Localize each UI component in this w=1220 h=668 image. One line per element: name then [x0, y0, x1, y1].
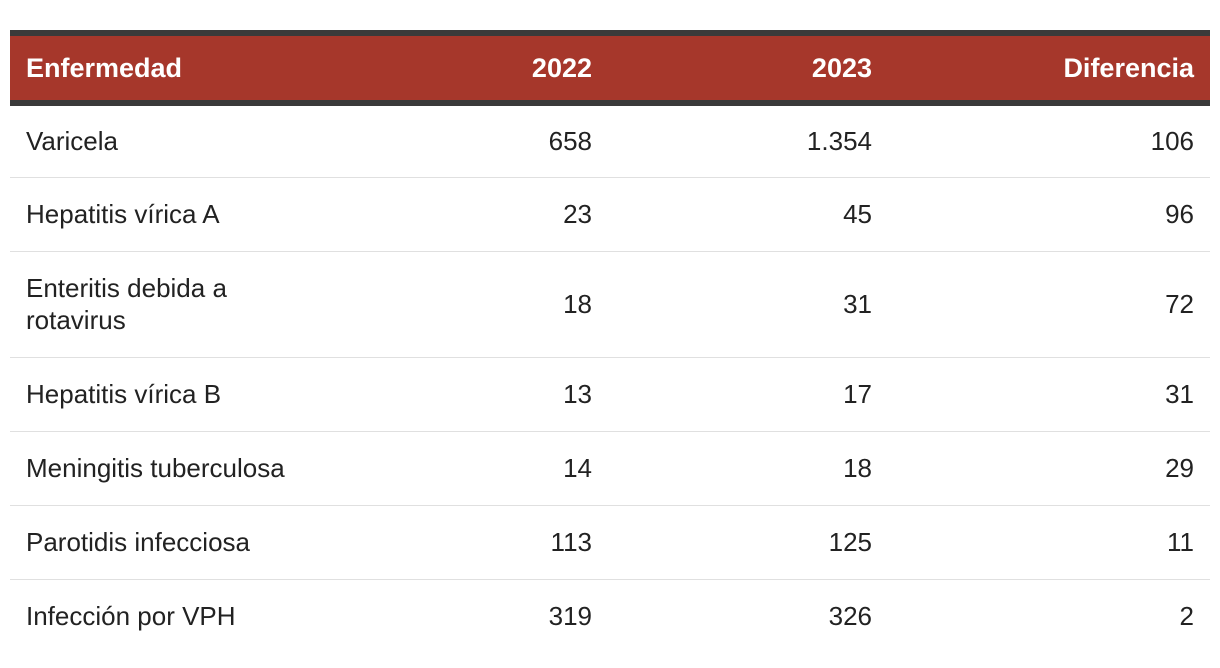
- cell-enfermedad: Hepatitis vírica B: [10, 357, 328, 432]
- table-header: Enfermedad 2022 2023 Diferencia: [10, 30, 1210, 106]
- cell-enfermedad: Enteritis debida a rotavirus: [10, 251, 328, 358]
- cell-diferencia: 72: [888, 251, 1210, 358]
- cell-enfermedad: Varicela: [10, 103, 328, 178]
- cell-2022: 18: [328, 251, 608, 358]
- column-header-enfermedad: Enfermedad: [10, 30, 328, 106]
- cell-2023: 45: [608, 177, 888, 252]
- cell-2023: 18: [608, 431, 888, 506]
- header-row: Enfermedad 2022 2023 Diferencia: [10, 30, 1210, 106]
- cell-enfermedad: Infección por VPH: [26, 601, 236, 632]
- cell-2022: 13: [328, 357, 608, 432]
- cell-2023: 326: [828, 601, 872, 632]
- table-row: Varicela 658 1.354 106: [10, 103, 1210, 178]
- table-row: Infección por VPH 319 326 2: [10, 579, 1210, 653]
- cell-diferencia: 2: [1179, 601, 1194, 632]
- column-header-diferencia: Diferencia: [888, 30, 1210, 106]
- cell-diferencia: 11: [888, 505, 1210, 580]
- data-table-container: Enfermedad 2022 2023 Diferencia Varicela…: [10, 30, 1210, 653]
- table-row: Enteritis debida a rotavirus 18 31 72: [10, 251, 1210, 358]
- cell-diferencia: 106: [888, 103, 1210, 178]
- cell-2022: 14: [328, 431, 608, 506]
- cell-diferencia: 29: [888, 431, 1210, 506]
- column-header-2022: 2022: [328, 30, 608, 106]
- cell-diferencia: 31: [888, 357, 1210, 432]
- cell-enfermedad: Parotidis infecciosa: [10, 505, 328, 580]
- cell-2022: 319: [548, 601, 592, 632]
- cell-2022: 658: [328, 103, 608, 178]
- cell-diferencia: 96: [888, 177, 1210, 252]
- cell-2023: 17: [608, 357, 888, 432]
- cell-enfermedad: Meningitis tuberculosa: [10, 431, 328, 506]
- cell-2023: 1.354: [608, 103, 888, 178]
- cell-2022: 113: [328, 505, 608, 580]
- table-row: Meningitis tuberculosa 14 18 29: [10, 431, 1210, 506]
- cell-2023: 31: [608, 251, 888, 358]
- column-header-2023: 2023: [608, 30, 888, 106]
- table-row: Hepatitis vírica B 13 17 31: [10, 357, 1210, 432]
- cell-2023: 125: [608, 505, 888, 580]
- cell-2022: 23: [328, 177, 608, 252]
- cell-enfermedad: Hepatitis vírica A: [10, 177, 328, 252]
- disease-table: Enfermedad 2022 2023 Diferencia Varicela…: [10, 30, 1210, 653]
- table-body: Varicela 658 1.354 106 Hepatitis vírica …: [10, 103, 1210, 653]
- table-row: Parotidis infecciosa 113 125 11: [10, 505, 1210, 580]
- table-row: Hepatitis vírica A 23 45 96: [10, 177, 1210, 252]
